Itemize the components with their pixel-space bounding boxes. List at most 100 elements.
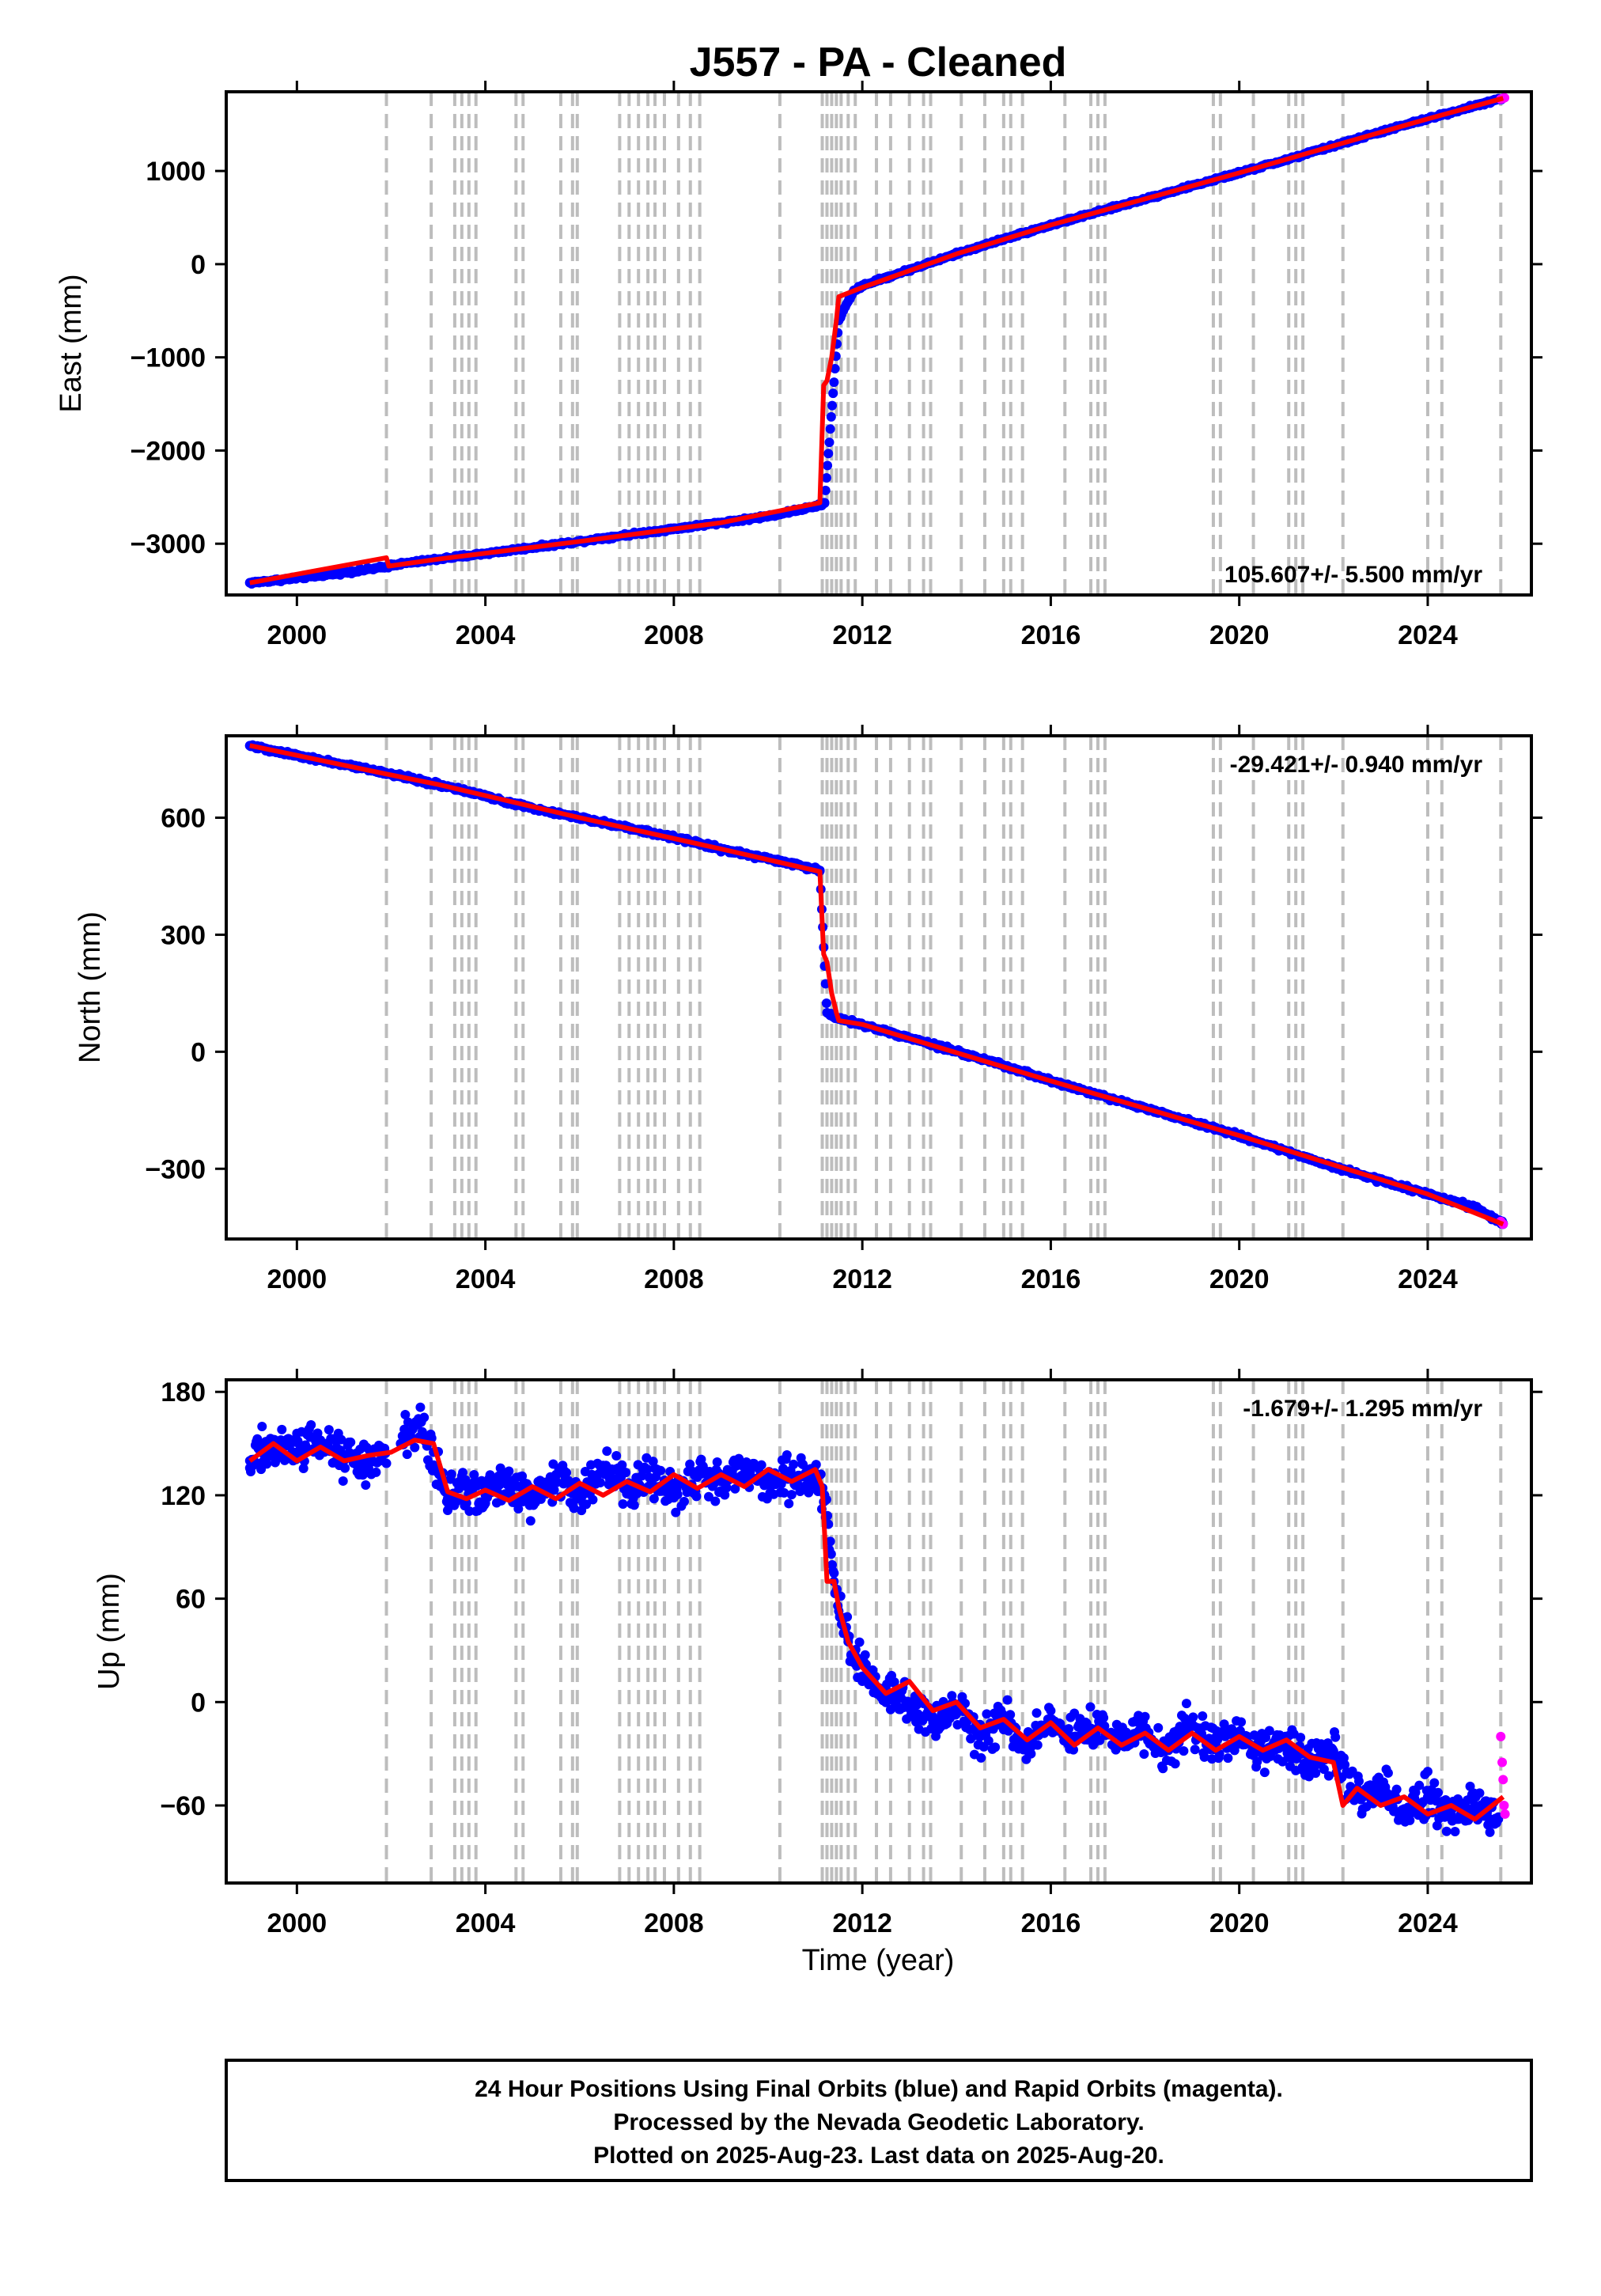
- data-point: [712, 1457, 722, 1468]
- x-tick-label: 2020: [1209, 1908, 1270, 1938]
- data-point: [1474, 1788, 1485, 1798]
- y-tick-label: −3000: [131, 529, 206, 559]
- data-point: [277, 1424, 287, 1434]
- data-point: [1422, 1767, 1433, 1777]
- data-point: [1441, 1826, 1451, 1836]
- data-point: [983, 1736, 994, 1746]
- data-point: [1219, 1719, 1229, 1730]
- plot-frame: [225, 1378, 1533, 1885]
- data-point: [691, 1491, 702, 1502]
- y-axis-label: East (mm): [55, 274, 88, 412]
- data-point: [252, 1434, 263, 1444]
- data-point: [825, 424, 835, 434]
- data-point: [829, 1568, 839, 1578]
- data-point: [786, 1490, 797, 1500]
- data-point: [442, 1494, 452, 1504]
- data-point: [415, 1402, 426, 1412]
- data-point: [649, 1494, 659, 1504]
- x-tick-label: 2012: [832, 620, 892, 650]
- footer-line-2: Processed by the Nevada Geodetic Laborat…: [613, 2109, 1144, 2135]
- data-point: [1187, 1721, 1198, 1731]
- data-point: [1158, 1764, 1168, 1774]
- data-point: [618, 1499, 628, 1510]
- data-point: [798, 1459, 808, 1469]
- x-tick-label: 2000: [267, 620, 327, 650]
- data-point: [528, 1495, 538, 1506]
- data-point: [928, 1718, 938, 1728]
- data-point: [1399, 1804, 1410, 1814]
- data-point: [1264, 1726, 1274, 1736]
- data-point: [1376, 1783, 1386, 1794]
- data-point: [829, 377, 839, 388]
- data-point: [716, 1476, 726, 1487]
- data-point: [1153, 1722, 1164, 1733]
- data-point: [414, 1418, 425, 1428]
- data-point: [1032, 1740, 1043, 1750]
- footer-line-1: 24 Hour Positions Using Final Orbits (bl…: [475, 2076, 1283, 2102]
- data-point: [598, 1468, 608, 1478]
- data-point: [1496, 1731, 1506, 1741]
- data-point: [710, 1496, 721, 1506]
- data-point: [823, 460, 833, 471]
- data-point: [1497, 1757, 1508, 1767]
- data-point: [504, 1476, 514, 1487]
- y-tick-label: 600: [161, 804, 206, 834]
- data-point: [804, 1487, 814, 1498]
- plot-area: [244, 93, 1510, 589]
- data-point: [1311, 1768, 1321, 1779]
- y-tick-label: −1000: [131, 343, 206, 373]
- data-point: [648, 1457, 658, 1467]
- data-point: [621, 1468, 631, 1478]
- data-point: [982, 1709, 992, 1719]
- x-tick-label: 2024: [1398, 1264, 1458, 1294]
- data-point: [595, 1477, 605, 1487]
- data-point: [1498, 1775, 1508, 1785]
- x-tick-label: 2016: [1021, 1264, 1081, 1294]
- data-point: [842, 1612, 853, 1622]
- x-tick-label: 2020: [1209, 1264, 1270, 1294]
- data-point: [1026, 1749, 1036, 1759]
- y-tick-label: 300: [161, 920, 206, 950]
- y-axis-label: Up (mm): [93, 1573, 126, 1690]
- data-point: [1410, 1787, 1421, 1798]
- series-model-line: [249, 743, 1504, 1227]
- data-point: [446, 1469, 456, 1480]
- rate-label: 105.607+/- 5.500 mm/yr: [1224, 562, 1482, 588]
- y-tick-label: 180: [161, 1377, 206, 1408]
- data-point: [525, 1516, 536, 1526]
- data-point: [975, 1731, 986, 1741]
- y-tick-label: 120: [161, 1481, 206, 1511]
- data-point: [671, 1507, 681, 1517]
- data-point: [458, 1468, 468, 1478]
- data-point: [602, 1446, 612, 1457]
- y-axis: 1000 0 −1000 −2000 −3000: [131, 157, 1542, 559]
- data-point: [1121, 1727, 1131, 1737]
- data-point: [1046, 1706, 1056, 1716]
- data-point: [1198, 1711, 1208, 1721]
- data-point: [642, 1464, 653, 1475]
- y-tick-label: 0: [191, 250, 206, 280]
- x-tick-label: 2004: [456, 1908, 516, 1938]
- data-point: [782, 1449, 792, 1460]
- data-point: [1470, 1800, 1480, 1810]
- data-point: [860, 1650, 870, 1660]
- data-point: [1296, 1733, 1306, 1743]
- data-point: [1190, 1745, 1200, 1755]
- data-point: [692, 1468, 702, 1478]
- data-point: [371, 1467, 381, 1477]
- data-point: [779, 1487, 789, 1498]
- plot-area: [244, 1402, 1510, 1837]
- data-point: [1391, 1784, 1402, 1794]
- data-point: [298, 1463, 308, 1473]
- y-tick-label: 0: [191, 1037, 206, 1067]
- data-point: [1031, 1708, 1042, 1718]
- x-tick-label: 2000: [267, 1264, 327, 1294]
- data-point: [588, 1495, 598, 1505]
- data-point: [1170, 1759, 1180, 1769]
- data-point: [685, 1459, 695, 1469]
- rate-label: -1.679+/- 1.295 mm/yr: [1243, 1396, 1482, 1422]
- data-point: [1139, 1749, 1149, 1759]
- data-point: [1353, 1776, 1364, 1786]
- data-point: [358, 1470, 368, 1480]
- data-point: [1229, 1745, 1240, 1756]
